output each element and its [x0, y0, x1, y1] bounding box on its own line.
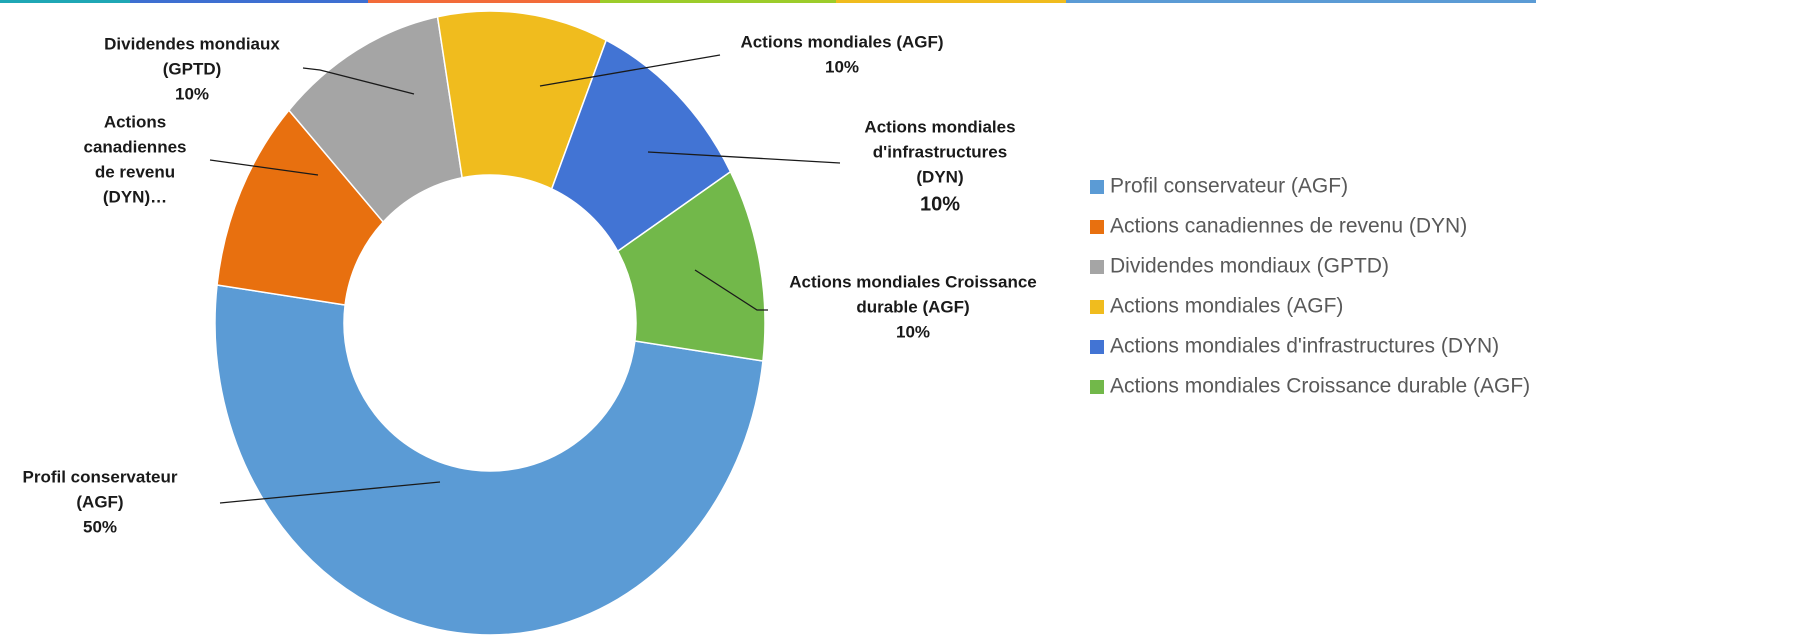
data-label: (DYN) [916, 167, 963, 186]
data-label: Dividendes mondiaux [104, 34, 280, 53]
data-value-label: 50% [83, 517, 117, 536]
leader-line [539, 54, 721, 87]
slice [214, 284, 764, 636]
data-value-label: 10% [920, 193, 960, 215]
legend-label: Actions mondiales d'infrastructures (DYN… [1110, 335, 1499, 358]
legend-swatch [1090, 380, 1104, 394]
legend-swatch [1090, 340, 1104, 354]
legend-swatch [1090, 180, 1104, 194]
leader-line [647, 151, 841, 164]
legend-label: Actions canadiennes de revenu (DYN) [1110, 215, 1467, 238]
slice [616, 170, 766, 362]
data-label: de revenu [95, 162, 175, 181]
data-label: durable (AGF) [856, 297, 969, 316]
data-label: Actions mondiales (AGF) [740, 32, 943, 51]
data-label: d'infrastructures [873, 142, 1007, 161]
data-label: (AGF) [76, 492, 123, 511]
legend-swatch [1090, 260, 1104, 274]
leader-line [302, 67, 415, 95]
leader-line [219, 481, 441, 504]
legend-label: Actions mondiales (AGF) [1110, 295, 1343, 318]
data-label: canadiennes [84, 137, 187, 156]
leader-line [209, 159, 319, 176]
data-value-label: 10% [175, 84, 209, 103]
data-label: Profil conservateur [23, 467, 178, 486]
leader-line [694, 269, 768, 311]
legend-swatch [1090, 300, 1104, 314]
data-value-label: 10% [825, 57, 859, 76]
data-label: (DYN)… [103, 187, 167, 206]
data-label: Actions mondiales Croissance [789, 272, 1037, 291]
data-label: Actions [104, 112, 166, 131]
legend-label: Actions mondiales Croissance durable (AG… [1110, 375, 1530, 398]
data-label: (GPTD) [163, 59, 222, 78]
legend-swatch [1090, 220, 1104, 234]
top-stripe [0, 0, 1536, 3]
legend-label: Dividendes mondiaux (GPTD) [1110, 255, 1389, 278]
legend-label: Profil conservateur (AGF) [1110, 175, 1348, 198]
data-value-label: 10% [896, 322, 930, 341]
data-label: Actions mondiales [864, 117, 1015, 136]
